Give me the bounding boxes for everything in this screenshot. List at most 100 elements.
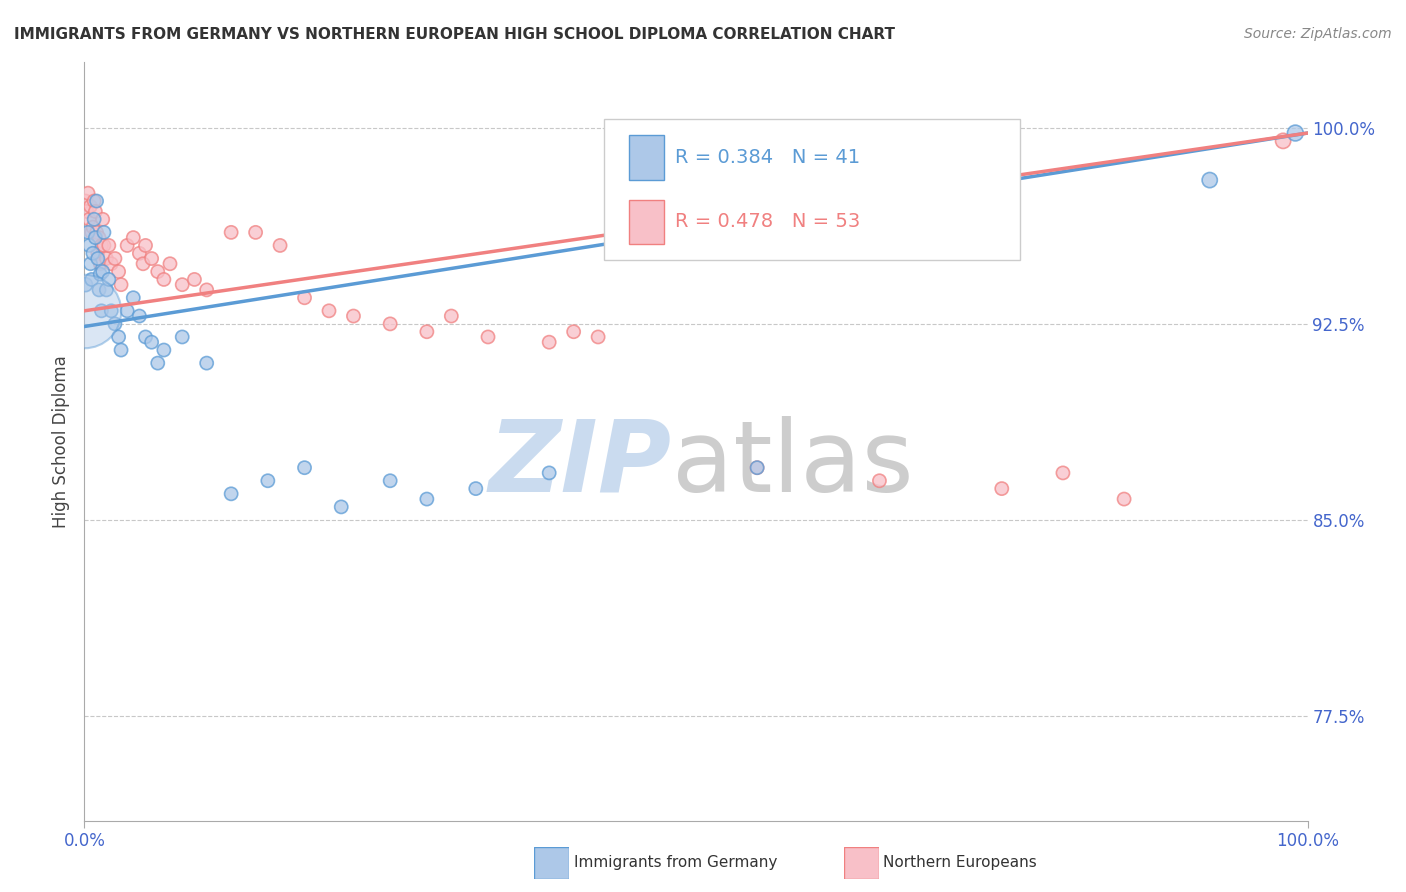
Point — [195, 283, 218, 297]
Point — [219, 226, 242, 240]
Point — [1272, 134, 1295, 148]
Point — [141, 335, 163, 350]
Point — [107, 264, 129, 278]
Point — [75, 194, 97, 208]
Point — [172, 277, 194, 292]
Point — [83, 212, 105, 227]
Point — [440, 309, 463, 323]
Point — [96, 252, 118, 266]
Text: ZIP: ZIP — [488, 416, 672, 513]
FancyBboxPatch shape — [844, 847, 879, 879]
Point — [342, 309, 364, 323]
Point — [77, 226, 100, 240]
Point — [93, 238, 115, 252]
Point — [380, 474, 402, 488]
Point — [538, 466, 561, 480]
Point — [1114, 491, 1136, 506]
Point — [104, 317, 127, 331]
Point — [135, 238, 157, 252]
Point — [747, 460, 769, 475]
Point — [747, 460, 769, 475]
Text: Source: ZipAtlas.com: Source: ZipAtlas.com — [1244, 27, 1392, 41]
Point — [87, 246, 110, 260]
Point — [77, 186, 100, 201]
Point — [135, 330, 157, 344]
Point — [195, 356, 218, 370]
Text: Northern Europeans: Northern Europeans — [883, 855, 1036, 870]
Point — [110, 343, 132, 357]
Point — [86, 226, 108, 240]
Point — [104, 252, 127, 266]
FancyBboxPatch shape — [628, 136, 664, 180]
Point — [122, 291, 145, 305]
Point — [82, 246, 104, 260]
FancyBboxPatch shape — [534, 847, 569, 879]
Point — [1284, 126, 1306, 140]
Point — [84, 204, 107, 219]
Point — [100, 257, 122, 271]
Point — [93, 226, 115, 240]
Point — [245, 226, 267, 240]
Point — [73, 303, 96, 318]
Point — [869, 474, 891, 488]
Point — [172, 330, 194, 344]
Text: R = 0.384   N = 41: R = 0.384 N = 41 — [675, 148, 860, 167]
Point — [80, 226, 103, 240]
Point — [586, 330, 609, 344]
Point — [77, 212, 100, 227]
Point — [87, 252, 110, 266]
Point — [84, 230, 107, 244]
Point — [91, 264, 114, 278]
Point — [141, 252, 163, 266]
Point — [87, 230, 110, 244]
Point — [416, 325, 439, 339]
Point — [79, 257, 101, 271]
Point — [146, 264, 169, 278]
Text: atlas: atlas — [672, 416, 912, 513]
Point — [97, 238, 120, 252]
Point — [79, 199, 101, 213]
Point — [330, 500, 353, 514]
Point — [153, 343, 176, 357]
Point — [83, 194, 105, 208]
FancyBboxPatch shape — [605, 120, 1021, 260]
Point — [90, 238, 112, 252]
Point — [269, 238, 291, 252]
Point — [115, 303, 138, 318]
Point — [294, 460, 316, 475]
Point — [80, 272, 103, 286]
Point — [82, 220, 104, 235]
Point — [115, 238, 138, 252]
Point — [464, 482, 486, 496]
Point — [107, 330, 129, 344]
Point — [991, 482, 1014, 496]
Point — [380, 317, 402, 331]
Point — [87, 283, 110, 297]
Point — [416, 491, 439, 506]
Point — [477, 330, 499, 344]
Point — [1198, 173, 1220, 187]
Point — [294, 291, 316, 305]
Point — [183, 272, 205, 286]
Point — [86, 194, 108, 208]
Point — [146, 356, 169, 370]
Point — [153, 272, 176, 286]
Point — [110, 277, 132, 292]
Point — [91, 212, 114, 227]
Point — [128, 309, 150, 323]
Point — [132, 257, 155, 271]
Point — [97, 272, 120, 286]
Point — [96, 283, 118, 297]
Point — [77, 238, 100, 252]
Point — [76, 204, 98, 219]
Point — [318, 303, 340, 318]
Text: IMMIGRANTS FROM GERMANY VS NORTHERN EUROPEAN HIGH SCHOOL DIPLOMA CORRELATION CHA: IMMIGRANTS FROM GERMANY VS NORTHERN EURO… — [14, 27, 896, 42]
Y-axis label: High School Diploma: High School Diploma — [52, 355, 70, 528]
Text: Immigrants from Germany: Immigrants from Germany — [574, 855, 778, 870]
Point — [75, 277, 97, 292]
Point — [100, 303, 122, 318]
Point — [562, 325, 585, 339]
Point — [1052, 466, 1074, 480]
Point — [89, 257, 111, 271]
Point — [128, 246, 150, 260]
